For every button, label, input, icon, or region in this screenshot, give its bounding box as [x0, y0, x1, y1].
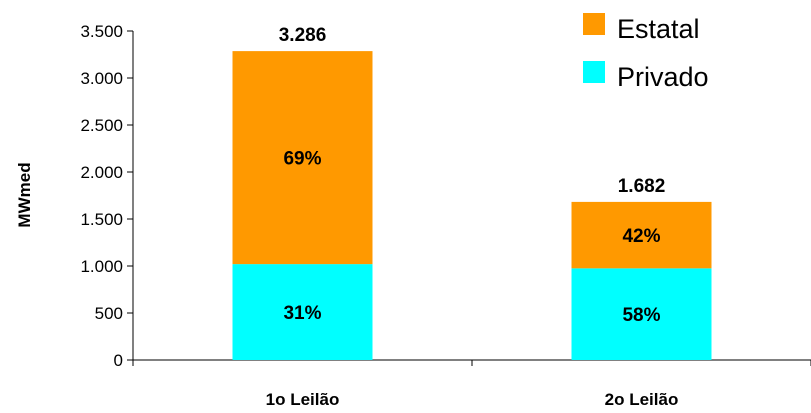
y-tick-label: 3.500 — [80, 22, 123, 41]
bar-segment-privado — [232, 264, 373, 360]
segment-percent-label: 31% — [283, 303, 321, 324]
legend-label-estatal: Estatal — [617, 14, 700, 44]
legend-label-privado: Privado — [617, 62, 709, 92]
bar-total-label: 1.682 — [618, 176, 666, 197]
bar-segment-estatal — [571, 201, 712, 269]
y-tick-label: 3.000 — [80, 69, 123, 88]
segment-percent-label: 58% — [622, 305, 660, 326]
y-tick-label: 2.000 — [80, 163, 123, 182]
y-tick-label: 1.500 — [80, 210, 123, 229]
y-tick-label: 0 — [114, 351, 123, 370]
bar-segment-estatal — [232, 51, 373, 265]
bar-segment-privado — [571, 268, 712, 360]
legend-swatch-privado — [583, 61, 605, 83]
x-category-label: 2o Leilão — [605, 390, 679, 409]
y-axis-label: MWmed — [15, 162, 34, 227]
segment-percent-label: 69% — [283, 149, 321, 170]
bar-total-label: 3.286 — [279, 25, 327, 46]
plot-area: 0 500 1.000 1.500 2.000 2.500 3.000 3.500 31% 69%… — [80, 22, 811, 409]
y-tick-label: 2.500 — [80, 116, 123, 135]
x-category-label: 1o Leilão — [266, 390, 340, 409]
y-tick-label: 500 — [95, 304, 123, 323]
segment-percent-label: 42% — [622, 226, 660, 247]
legend-swatch-estatal — [583, 13, 605, 35]
legend: Estatal Privado — [583, 13, 709, 92]
y-tick-label: 1.000 — [80, 257, 123, 276]
